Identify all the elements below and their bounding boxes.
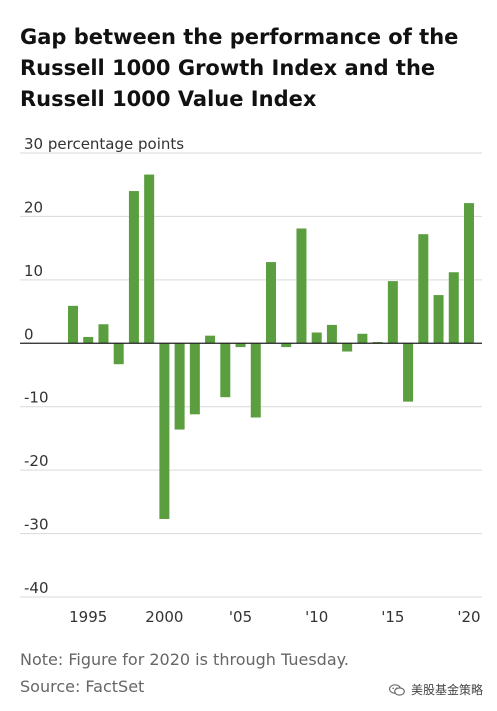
bar-chart: -40 -30 -20 -10 0 10 20 30 percentage points 19…	[20, 135, 482, 626]
x-tick-label: '10	[305, 608, 328, 626]
chart-note: Note: Figure for 2020 is through Tuesday…	[20, 650, 349, 669]
wechat-icon	[388, 683, 405, 696]
bar	[387, 281, 398, 344]
y-tick-label: 30 percentage points	[24, 135, 184, 153]
bar	[448, 272, 459, 344]
bar	[159, 343, 170, 519]
x-tick-label: '20	[457, 608, 480, 626]
bar	[144, 174, 155, 344]
x-tick-label: '05	[229, 608, 252, 626]
bar	[357, 333, 368, 344]
x-axis-labels: 1995 2000 '05 '10 '15 '20	[69, 608, 480, 626]
bar	[98, 324, 109, 344]
y-tick-label: 10	[24, 262, 43, 280]
bar	[342, 343, 353, 352]
y-tick-label: -10	[24, 389, 49, 407]
bar	[174, 343, 185, 430]
x-tick-label: '15	[381, 608, 404, 626]
bars	[68, 174, 474, 519]
y-tick-label: -30	[24, 516, 49, 534]
bar	[113, 343, 124, 365]
watermark: 美股基金策略	[388, 681, 483, 698]
y-tick-label: -40	[24, 579, 49, 597]
bar	[281, 343, 292, 348]
x-tick-label: 2000	[145, 608, 183, 626]
bar	[68, 305, 78, 344]
watermark-text: 美股基金策略	[410, 683, 483, 697]
bar	[326, 324, 337, 344]
bar	[403, 343, 414, 402]
bar	[250, 343, 261, 418]
bar	[205, 335, 216, 344]
bar	[311, 332, 322, 344]
y-tick-label: 20	[24, 198, 43, 216]
chart-source: Source: FactSet	[20, 677, 145, 696]
bar	[83, 336, 94, 344]
bar	[433, 295, 444, 344]
x-tick-label: 1995	[69, 608, 107, 626]
y-tick-label: 0	[24, 325, 34, 343]
y-tick-label: -20	[24, 452, 49, 470]
bar	[128, 191, 139, 344]
bar	[418, 234, 429, 344]
chart-title: Gap between the performance of the Russe…	[20, 25, 459, 111]
bar	[464, 203, 474, 344]
bar	[220, 343, 231, 398]
bar	[266, 262, 276, 344]
bar	[235, 343, 246, 348]
bar	[189, 343, 200, 415]
bar	[296, 228, 307, 344]
y-axis-labels: -40 -30 -20 -10 0 10 20 30 percentage points	[24, 135, 184, 597]
